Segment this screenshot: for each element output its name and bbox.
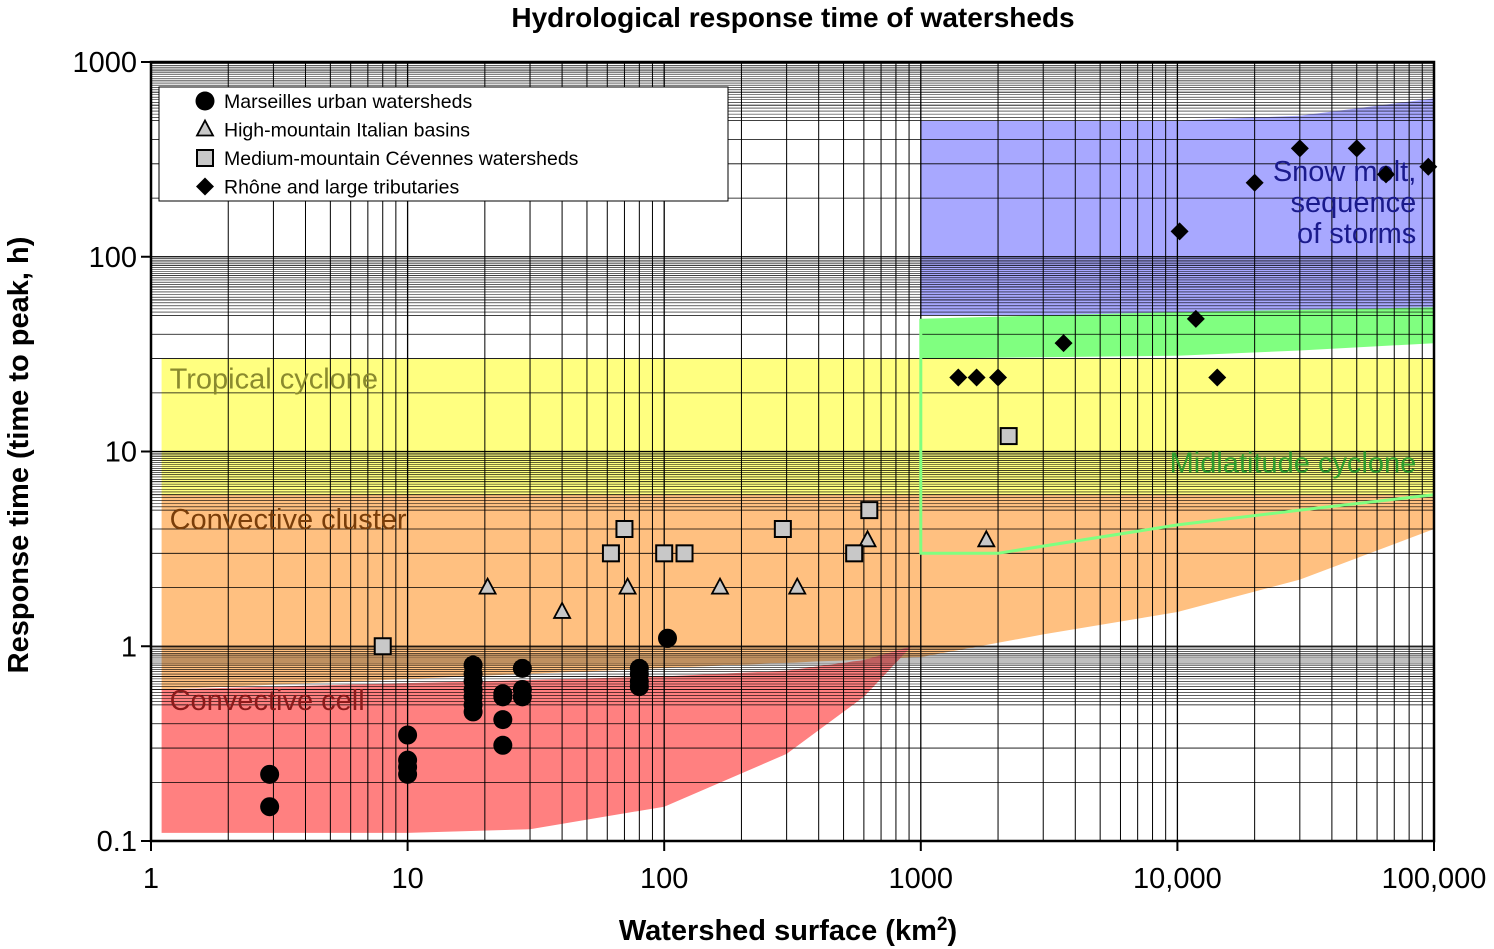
- data-point-square: [773, 519, 792, 538]
- region-midlatitude-cyclone-outline: [919, 318, 1435, 555]
- data-point-diamond: [1186, 309, 1205, 328]
- data-point-square: [601, 544, 620, 563]
- legend-marker-circle: [195, 91, 215, 111]
- data-point-diamond: [1054, 334, 1073, 353]
- data-point-square: [999, 427, 1018, 446]
- data-point-square: [373, 637, 392, 656]
- chart-title: Hydrological response time of watersheds: [511, 2, 1074, 33]
- legend-label: High-mountain Italian basins: [224, 120, 470, 142]
- data-point-circle: [260, 764, 280, 784]
- legend-label: Marseilles urban watersheds: [224, 91, 472, 113]
- data-point-triangle: [552, 601, 572, 619]
- y-axis: 0.1 1 10 100 1000: [72, 47, 151, 858]
- legend-marker-triangle: [195, 118, 215, 137]
- data-point-circle: [493, 687, 513, 707]
- legend-marker-diamond: [196, 177, 214, 196]
- x-tick-label: 1: [143, 863, 159, 895]
- data-point-triangle: [976, 529, 996, 548]
- y-tick-label: 100: [89, 242, 137, 274]
- data-point-triangle: [618, 576, 638, 595]
- y-tick-label: 1000: [72, 47, 137, 79]
- region-label-midlatitude-cyclone: Midlatitude cyclone: [1170, 448, 1417, 480]
- data-point-diamond: [1208, 368, 1227, 387]
- series-rhone-and-large-tributaries: [949, 139, 1438, 387]
- legend: Marseilles urban watersheds High-mountain…: [158, 86, 729, 202]
- legend-entries: Marseilles urban watersheds High-mountain…: [195, 91, 579, 199]
- legend-entry-rhone-and-large-tributaries: Rhône and large tributaries: [196, 177, 459, 199]
- region-convective-cell: [161, 646, 912, 833]
- region-label-convective-cell: Convective cell: [170, 685, 365, 717]
- data-point-diamond: [949, 368, 968, 387]
- series-high-mountain-italian-basins: [478, 529, 996, 619]
- data-point-circle: [398, 725, 418, 745]
- data-point-square: [860, 501, 879, 520]
- points-layer: [260, 139, 1438, 817]
- series-marseilles-urban-watersheds: [260, 628, 677, 817]
- y-tick-label: 10: [105, 437, 137, 469]
- legend-label: Rhône and large tributaries: [224, 177, 459, 199]
- data-point-circle: [398, 764, 418, 784]
- legend-label: Medium-mountain Cévennes watersheds: [224, 148, 579, 170]
- data-point-circle: [657, 628, 677, 648]
- x-tick-label: 10,000: [1133, 863, 1222, 895]
- region-label-tropical-cyclone: Tropical cyclone: [170, 364, 378, 396]
- data-point-triangle: [787, 576, 807, 595]
- region-outline-layer: [919, 318, 1435, 555]
- data-point-diamond: [1376, 165, 1395, 184]
- x-tick-label: 1000: [889, 863, 954, 895]
- data-point-circle: [493, 735, 513, 755]
- data-point-diamond: [1290, 139, 1309, 158]
- legend-entry-marseilles-urban-watersheds: Marseilles urban watersheds: [195, 91, 472, 113]
- data-point-diamond: [1170, 222, 1189, 241]
- x-axis: 1 10 100 1000 10,000 100,000: [143, 841, 1486, 895]
- data-point-diamond: [989, 368, 1008, 387]
- x-tick-label: 100: [640, 863, 688, 895]
- data-point-diamond: [1245, 173, 1264, 192]
- data-point-square: [615, 519, 634, 538]
- data-point-circle: [512, 658, 532, 678]
- data-point-circle: [463, 702, 483, 722]
- y-tick-label: 0.1: [97, 826, 137, 858]
- y-tick-label: 1: [121, 631, 137, 663]
- data-point-triangle: [858, 529, 878, 548]
- data-point-triangle: [478, 576, 498, 595]
- legend-entry-high-mountain-italian-basins: High-mountain Italian basins: [195, 118, 470, 142]
- x-tick-label: 10: [391, 863, 423, 895]
- data-point-circle: [260, 797, 280, 817]
- data-point-circle: [629, 677, 649, 697]
- legend-entry-medium-mountain-cevennes-watersheds: Medium-mountain Cévennes watersheds: [196, 148, 579, 170]
- data-point-triangle: [710, 576, 730, 595]
- data-point-square: [655, 544, 674, 563]
- data-point-square: [675, 544, 694, 563]
- data-point-square: [845, 544, 864, 563]
- data-point-diamond: [967, 368, 986, 387]
- series-medium-mountain-cevennes-watersheds: [373, 427, 1018, 656]
- x-tick-label: 100,000: [1382, 863, 1487, 895]
- data-point-diamond: [1347, 139, 1366, 158]
- legend-box: [158, 86, 729, 202]
- region-label-convective-cluster: Convective cluster: [170, 504, 407, 536]
- y-axis-label: Response time (time to peak, h): [3, 237, 35, 674]
- data-point-circle: [493, 710, 513, 730]
- legend-marker-square: [196, 149, 214, 167]
- data-point-circle: [512, 687, 532, 707]
- x-axis-label: Watershed surface (km2): [619, 914, 957, 948]
